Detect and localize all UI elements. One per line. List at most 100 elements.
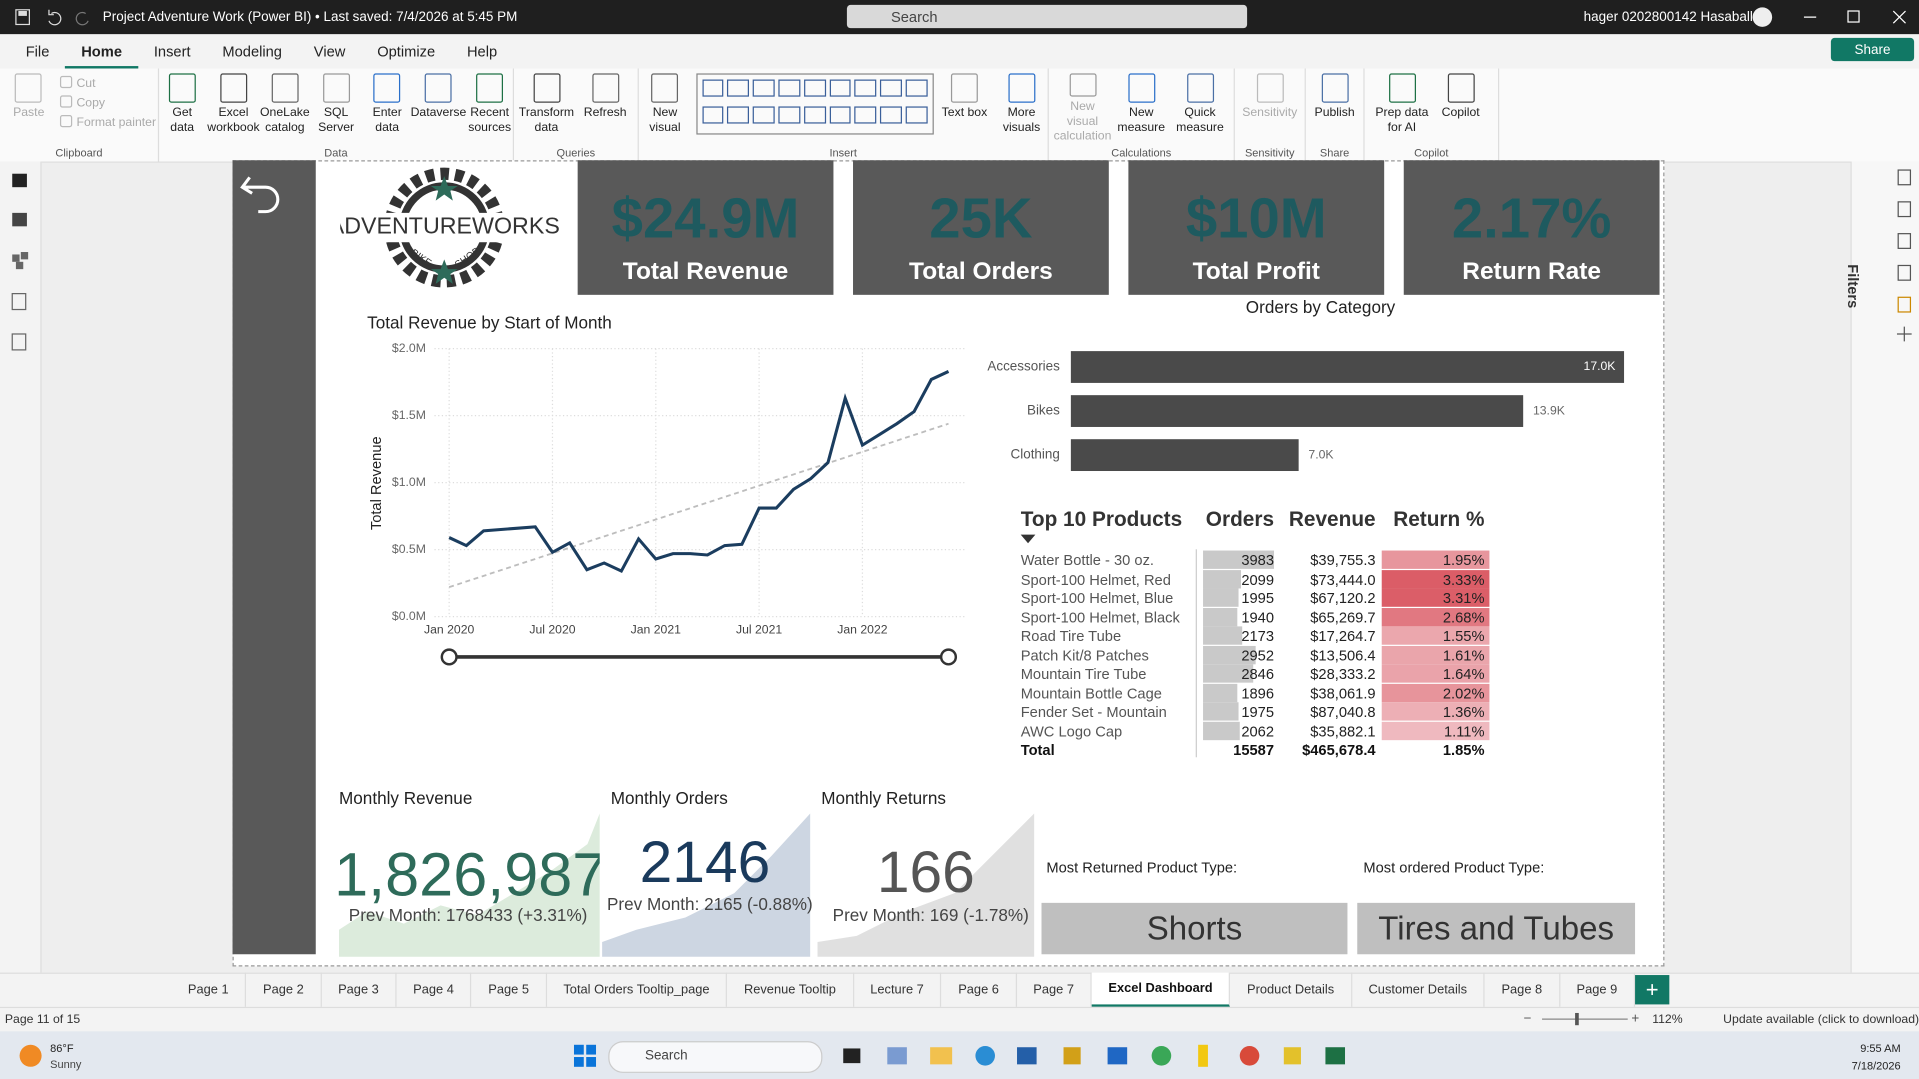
ribbon-button-label[interactable]: More visuals [1002, 106, 1041, 135]
menu-item[interactable]: Help [466, 42, 498, 60]
page-tab[interactable]: Excel Dashboard [1091, 972, 1231, 1007]
start-button[interactable] [573, 1044, 597, 1068]
sort-arrow[interactable] [1020, 534, 1036, 544]
ribbon-button-label[interactable]: Cut [76, 76, 96, 90]
ribbon-button[interactable]: Publish [1308, 73, 1362, 144]
ribbon-button-label[interactable]: Recent sources [468, 106, 512, 135]
search-box[interactable] [846, 4, 1248, 29]
page-tab[interactable]: Page 3 [322, 972, 397, 1007]
slicer-handle[interactable] [440, 648, 458, 666]
ribbon-button[interactable]: More visuals [995, 73, 1047, 144]
visual-icon[interactable] [905, 105, 928, 123]
ribbon-button-label[interactable]: Sensitivity [1242, 106, 1298, 120]
menu-item[interactable]: Home [65, 34, 138, 69]
ribbon-button-label[interactable]: Copilot [1441, 106, 1480, 120]
page-tab[interactable]: Page 2 [246, 972, 322, 1007]
share-button[interactable]: Share [1830, 37, 1915, 62]
ribbon-button[interactable]: Text box [938, 73, 990, 144]
visual-icon[interactable] [880, 79, 902, 97]
visual-icon[interactable] [803, 105, 826, 123]
page-tab[interactable]: Page 1 [171, 972, 247, 1007]
page-tab[interactable]: Lecture 7 [854, 972, 942, 1007]
ribbon-button-label[interactable]: New visual calculation [1053, 100, 1112, 144]
visual-icon[interactable] [702, 79, 724, 97]
visual-icon[interactable] [727, 105, 750, 123]
ribbon-button[interactable]: New visual calculation [1053, 73, 1112, 144]
update-notice[interactable]: Update available (click to download) [1723, 1012, 1919, 1027]
ribbon-button[interactable]: Transform data [518, 73, 575, 144]
ribbon-button-label[interactable]: SQL Server [318, 106, 355, 135]
ribbon-button[interactable]: Dataverse [411, 73, 466, 144]
ribbon-button-label[interactable]: Excel workbook [207, 106, 260, 135]
ribbon-button[interactable]: Format painter [60, 114, 157, 131]
visual-icon[interactable] [905, 79, 928, 97]
ribbon-button-label[interactable]: New visual [649, 106, 681, 135]
ribbon-button[interactable]: Cut [60, 75, 156, 92]
page-tab[interactable]: Page 4 [397, 972, 472, 1007]
ribbon-button-label[interactable]: Text box [941, 106, 988, 120]
visual-icon[interactable] [829, 79, 852, 97]
menu-item[interactable]: Insert [153, 42, 191, 60]
ribbon-button-label[interactable]: Paste [13, 106, 45, 120]
menu-item[interactable]: View [313, 42, 346, 60]
visual-icon[interactable] [752, 79, 775, 97]
menu-item[interactable]: Optimize [377, 42, 436, 60]
visual-icon[interactable] [778, 105, 801, 123]
ribbon-button-label[interactable]: Quick measure [1176, 106, 1224, 135]
visual-icon[interactable] [752, 105, 775, 123]
ribbon-button-label[interactable]: New measure [1117, 106, 1166, 135]
ribbon-button[interactable]: SQL Server [313, 73, 359, 144]
ribbon-button[interactable]: Quick measure [1173, 73, 1227, 144]
share-label[interactable]: Share [1854, 42, 1891, 57]
ribbon-button[interactable]: New visual [639, 73, 691, 144]
page-tab[interactable]: Page 5 [472, 972, 547, 1007]
slicer-handle[interactable] [939, 648, 958, 666]
ribbon-button[interactable]: Copy [60, 95, 156, 111]
visual-icon[interactable] [778, 79, 801, 97]
menu-item[interactable]: File [25, 42, 50, 60]
ribbon-button[interactable]: New measure [1114, 73, 1168, 144]
taskbar-search[interactable] [608, 1041, 823, 1073]
page-tab[interactable]: Revenue Tooltip [727, 972, 854, 1007]
ribbon-button-label[interactable]: Dataverse [410, 106, 467, 120]
ribbon-button[interactable]: Paste [2, 73, 56, 144]
ribbon-button[interactable]: Get data [159, 73, 205, 144]
visual-icon[interactable] [854, 79, 877, 97]
ribbon-button-label[interactable]: Publish [1314, 106, 1355, 120]
page-tab[interactable]: Page 8 [1485, 972, 1560, 1007]
visual-icon[interactable] [727, 79, 750, 97]
menu-item[interactable]: Modeling [222, 42, 282, 60]
ribbon-button-label[interactable]: Enter data [372, 106, 402, 135]
page-tab[interactable]: Total Orders Tooltip_page [547, 972, 728, 1007]
ribbon-button-label[interactable]: Copy [76, 96, 106, 110]
ribbon-button-label[interactable]: Refresh [583, 106, 627, 120]
ribbon-button-label[interactable]: Get data [170, 106, 195, 135]
visual-icon[interactable] [829, 105, 852, 123]
page-tab[interactable]: Product Details [1230, 972, 1352, 1007]
page-tab[interactable]: Page 7 [1017, 972, 1092, 1007]
ribbon-button-label[interactable]: Format painter [76, 115, 157, 130]
ribbon-button[interactable]: Refresh [578, 73, 632, 144]
page-tab[interactable]: Page 9 [1560, 972, 1636, 1007]
ribbon-button-label[interactable]: Transform data [518, 106, 575, 135]
visual-icon[interactable] [854, 105, 877, 123]
ribbon-button[interactable]: Enter data [364, 73, 410, 144]
filters-pane-label[interactable]: Filters [1844, 264, 1862, 309]
ribbon-button[interactable]: OneLake catalog [260, 73, 310, 144]
visuals-gallery[interactable] [695, 73, 934, 135]
page-tab[interactable]: Page 6 [942, 972, 1017, 1007]
ribbon-button[interactable]: Copilot [1434, 73, 1488, 144]
back-button[interactable] [233, 160, 316, 233]
ribbon-button-label[interactable]: Prep data for AI [1375, 106, 1429, 135]
ribbon-button[interactable]: Sensitivity [1242, 73, 1298, 144]
zoom-slider[interactable]: − + [1518, 1011, 1645, 1028]
visual-icon[interactable] [880, 105, 902, 123]
add-page-button[interactable]: + [1635, 975, 1670, 1005]
ribbon-button-label[interactable]: OneLake catalog [260, 106, 310, 135]
ribbon-button[interactable]: Recent sources [467, 73, 513, 144]
ribbon-button[interactable]: Prep data for AI [1375, 73, 1429, 144]
visual-icon[interactable] [702, 105, 724, 123]
visual-icon[interactable] [803, 79, 826, 97]
ribbon-button[interactable]: Excel workbook [207, 73, 260, 144]
page-tab[interactable]: Customer Details [1352, 972, 1485, 1007]
